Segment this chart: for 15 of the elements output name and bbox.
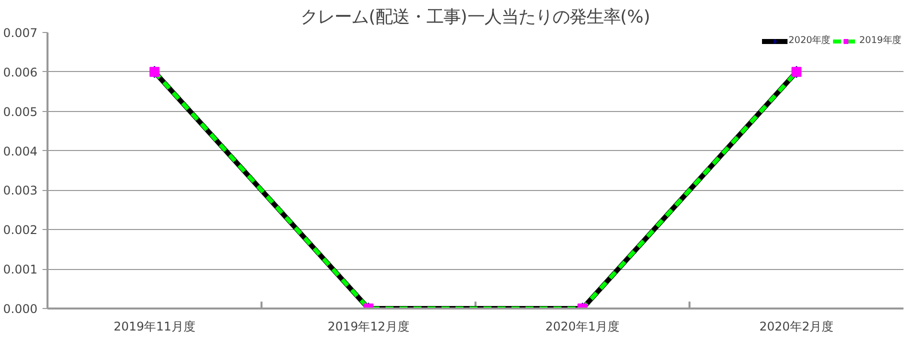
legend-label: 2019年度 [859,34,901,47]
x-tick-label: 2019年11月度 [114,320,196,334]
y-tick-label: 0.005 [3,104,38,119]
y-tick-label: 0.006 [3,65,38,80]
y-tick-label: 0.003 [3,184,38,198]
x-tick-label: 2019年12月度 [328,320,410,334]
legend-label: 2020年度 [788,34,830,47]
x-tick-label: 2020年2月度 [759,320,834,334]
y-tick-label: 0.002 [3,223,38,238]
y-tick-label: 0.007 [3,26,38,40]
y-tick-label: 0.000 [3,302,38,316]
chart-title: クレーム(配送・工事)一人当たりの発生率(%) [300,8,650,28]
y-tick-label: 0.001 [3,262,38,277]
x-tick-label: 2020年1月度 [545,320,620,334]
y-tick-label: 0.004 [3,144,38,158]
